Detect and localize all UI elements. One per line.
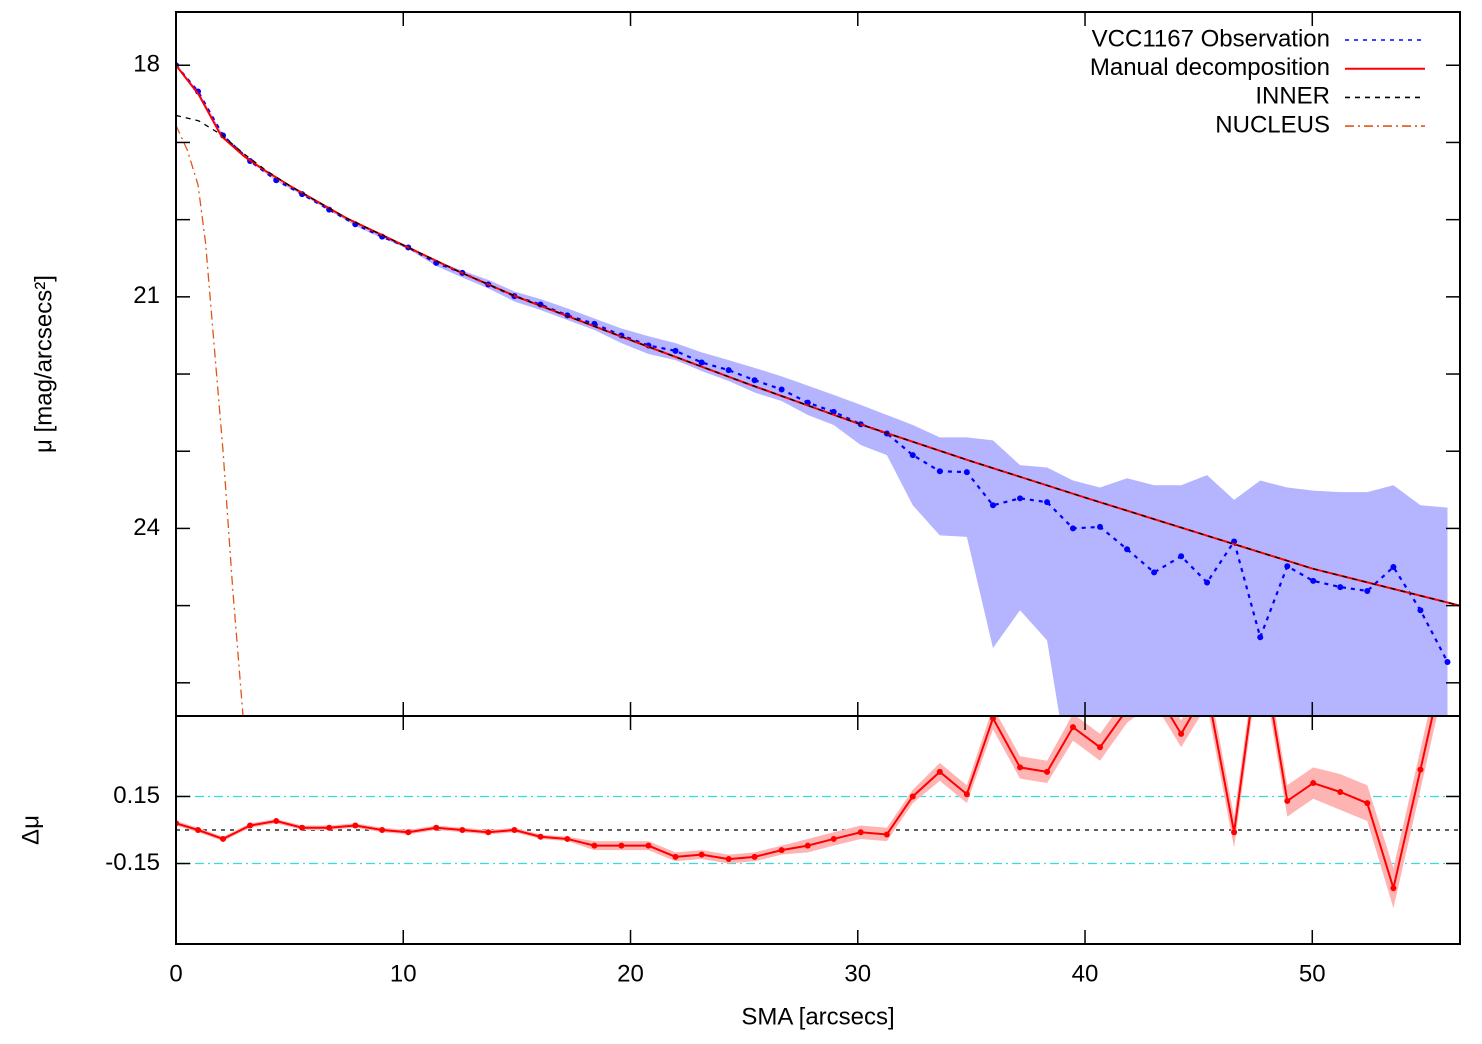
series-line <box>176 114 1460 607</box>
data-point <box>909 793 916 800</box>
data-point <box>326 824 333 831</box>
y-tick-label: -0.15 <box>105 849 160 876</box>
data-point <box>299 824 306 831</box>
data-point <box>1337 584 1344 591</box>
data-point <box>963 469 970 476</box>
data-point <box>459 827 466 833</box>
data-point <box>778 386 785 393</box>
data-point <box>778 847 785 854</box>
data-point <box>1124 546 1131 553</box>
data-point <box>725 367 732 374</box>
data-point <box>618 842 625 849</box>
data-point <box>1017 495 1024 502</box>
data-point <box>1097 744 1104 751</box>
data-point <box>883 831 890 838</box>
data-point <box>936 468 943 475</box>
x-axis-label: SMA [arcsecs] <box>741 1003 894 1030</box>
data-point <box>698 359 705 366</box>
data-point <box>1231 829 1238 836</box>
legend-label: INNER <box>1255 83 1330 110</box>
data-point <box>1204 579 1211 586</box>
plot-frame <box>175 715 1461 945</box>
data-point <box>672 347 679 354</box>
data-point <box>1364 800 1371 807</box>
data-point <box>1417 607 1424 614</box>
data-point <box>830 835 837 842</box>
data-point <box>405 829 412 836</box>
data-point <box>1017 764 1024 771</box>
data-point <box>1284 563 1291 570</box>
x-tick-label: 50 <box>1299 960 1326 987</box>
data-point <box>1044 499 1051 506</box>
data-point <box>989 502 996 509</box>
data-point <box>273 818 280 825</box>
data-point <box>195 827 202 833</box>
data-point <box>1097 523 1104 530</box>
data-point <box>247 822 254 829</box>
data-point <box>1390 885 1397 892</box>
legend-label: NUCLEUS <box>1215 111 1330 138</box>
y-tick-label: 21 <box>133 282 160 309</box>
x-tick-label: 20 <box>617 960 644 987</box>
data-point <box>1257 634 1264 641</box>
data-point <box>1151 569 1158 576</box>
data-point <box>1178 553 1185 560</box>
data-point <box>1364 587 1371 594</box>
plot-area <box>176 716 1460 909</box>
data-point <box>433 824 440 831</box>
data-point <box>804 842 811 849</box>
data-point <box>909 452 916 459</box>
data-point <box>352 822 359 829</box>
data-point <box>511 827 518 833</box>
x-tick-label: 30 <box>844 960 871 987</box>
data-point <box>379 827 386 833</box>
data-point <box>1284 797 1291 804</box>
data-point <box>645 842 652 849</box>
data-point <box>1390 564 1397 571</box>
data-point <box>857 829 864 836</box>
error-band <box>176 64 1448 716</box>
data-point <box>591 842 598 849</box>
data-point <box>1044 768 1051 775</box>
y-axis-label: μ [mag/arcsecs²] <box>30 275 57 453</box>
y-axis-label: Δμ <box>17 815 44 845</box>
data-point <box>1178 730 1185 737</box>
data-point <box>1444 658 1451 665</box>
data-point <box>564 835 571 842</box>
y-tick-label: 0.15 <box>113 782 160 809</box>
data-point <box>751 377 758 384</box>
data-point <box>220 835 227 842</box>
data-point <box>537 833 544 840</box>
y-tick-label: 18 <box>133 51 160 78</box>
x-tick-label: 10 <box>390 960 417 987</box>
data-point <box>672 853 679 860</box>
y-tick-label: 24 <box>133 514 160 541</box>
legend-label: Manual decomposition <box>1090 54 1330 81</box>
data-point <box>485 829 492 836</box>
data-point <box>1069 525 1076 532</box>
data-point <box>1310 780 1317 787</box>
data-point <box>751 853 758 860</box>
data-point <box>1417 766 1424 773</box>
data-point <box>936 768 943 775</box>
data-point <box>1310 577 1317 584</box>
x-tick-label: 40 <box>1072 960 1099 987</box>
data-point <box>725 856 732 863</box>
data-point <box>698 851 705 858</box>
legend-label: VCC1167 Observation <box>1092 25 1330 52</box>
plot-area <box>176 62 1460 716</box>
data-point <box>1069 724 1076 731</box>
data-point <box>963 791 970 798</box>
data-point <box>989 716 996 722</box>
x-tick-label: 0 <box>169 960 182 987</box>
data-point <box>1337 789 1344 795</box>
series-line <box>176 125 244 716</box>
